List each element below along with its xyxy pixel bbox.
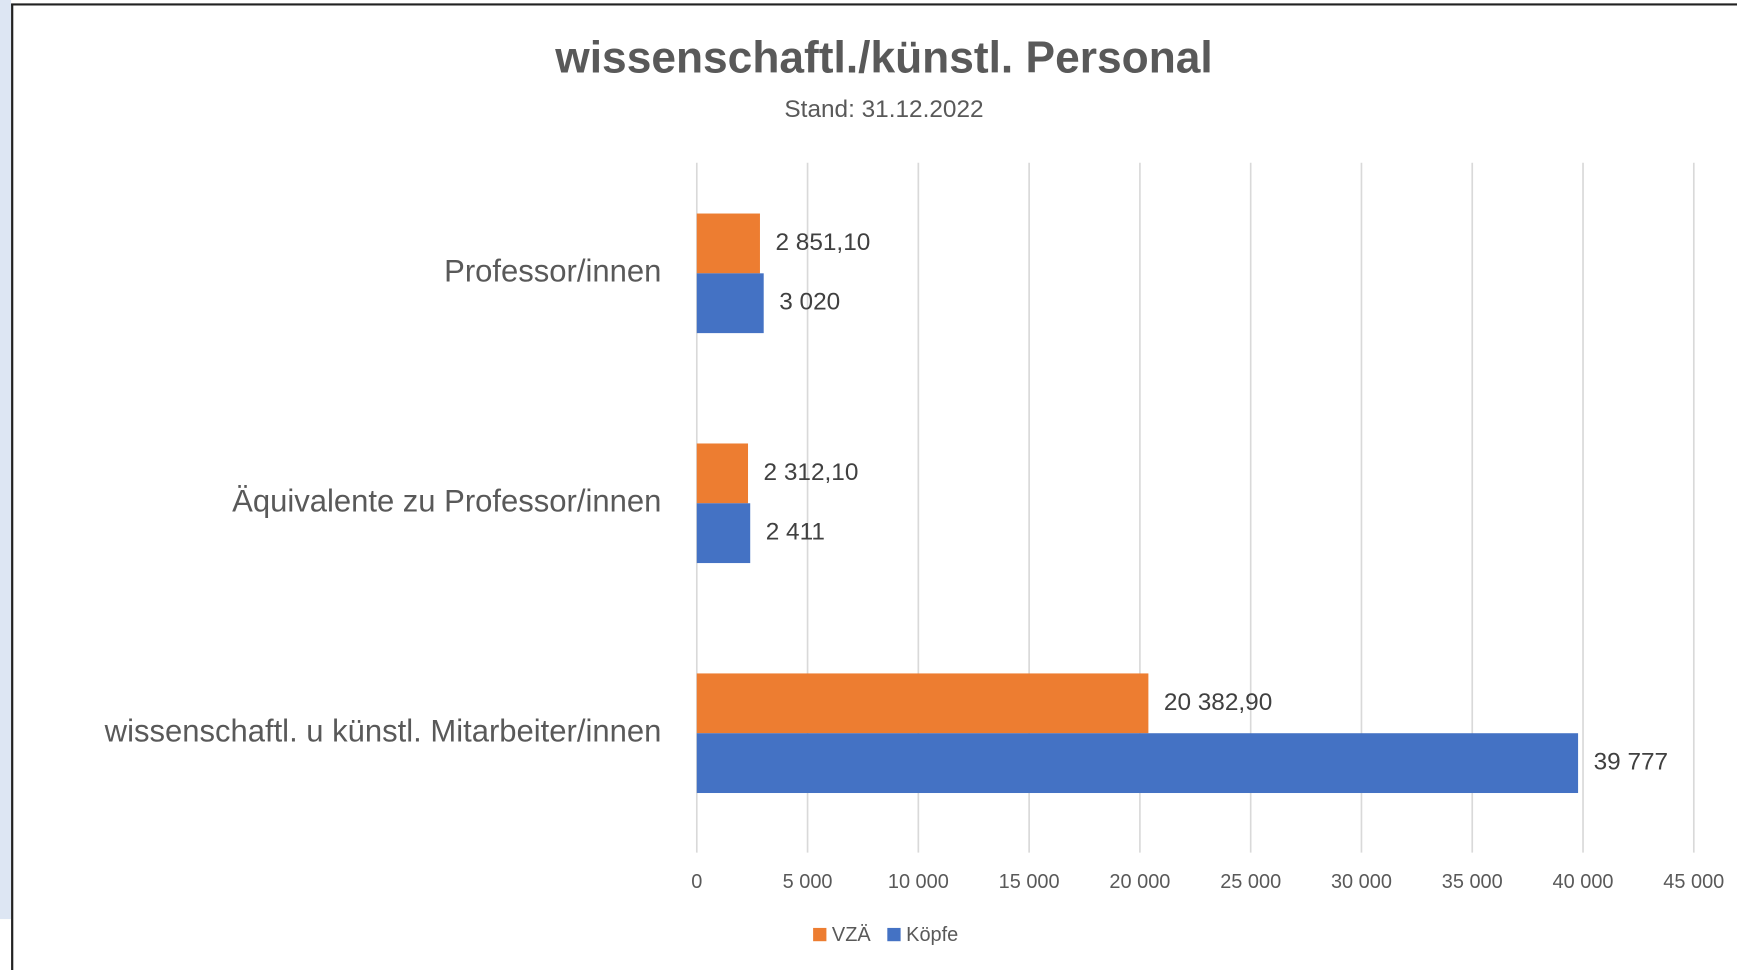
x-tick-label: 20 000 (1109, 871, 1170, 893)
legend-swatch (813, 927, 827, 942)
legend-swatch (887, 927, 901, 942)
data-label: 2 411 (766, 519, 825, 546)
x-tick-label: 10 000 (888, 871, 949, 893)
x-tick-label: 15 000 (999, 871, 1060, 893)
bar (696, 673, 1149, 734)
x-tick-label: 0 (691, 871, 702, 893)
data-label: 39 777 (1594, 749, 1669, 776)
x-tick-label: 45 000 (1663, 871, 1724, 893)
x-tick-label: 30 000 (1331, 871, 1392, 893)
data-label: 20 382,90 (1164, 689, 1272, 716)
x-tick-label: 25 000 (1220, 871, 1281, 893)
category-label: Äquivalente zu Professor/innen (232, 483, 661, 518)
legend-label: Köpfe (906, 924, 958, 946)
x-tick-label: 5 000 (783, 871, 833, 893)
bar (696, 273, 764, 334)
data-label: 2 312,10 (764, 459, 859, 486)
chart-subtitle: Stand: 31.12.2022 (784, 96, 983, 123)
bar (696, 733, 1579, 794)
data-label: 3 020 (779, 289, 840, 316)
bar (696, 443, 749, 504)
chart-title: wissenschaftl./künstl. Personal (554, 34, 1212, 83)
side-strip (0, 0, 12, 920)
bar (696, 213, 760, 274)
category-label: Professor/innen (444, 254, 661, 289)
bar (696, 503, 751, 564)
x-tick-label: 35 000 (1442, 871, 1503, 893)
legend-label: VZÄ (832, 924, 871, 946)
category-label: wissenschaftl. u künstl. Mitarbeiter/inn… (104, 713, 662, 748)
x-tick-label: 40 000 (1553, 871, 1614, 893)
data-label: 2 851,10 (775, 229, 870, 256)
